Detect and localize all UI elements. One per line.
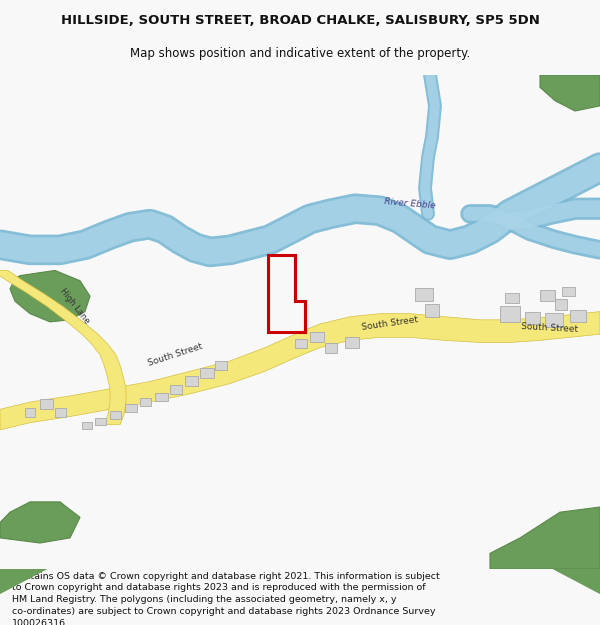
Polygon shape <box>505 293 519 303</box>
Polygon shape <box>170 384 182 394</box>
Polygon shape <box>185 376 198 386</box>
Text: HILLSIDE, SOUTH STREET, BROAD CHALKE, SALISBURY, SP5 5DN: HILLSIDE, SOUTH STREET, BROAD CHALKE, SA… <box>61 14 539 28</box>
Polygon shape <box>490 507 600 569</box>
Polygon shape <box>415 288 433 301</box>
Polygon shape <box>0 312 600 430</box>
Text: South Street: South Street <box>361 316 419 332</box>
Polygon shape <box>525 312 540 324</box>
Text: High Lane: High Lane <box>58 287 92 326</box>
Polygon shape <box>540 75 600 111</box>
Polygon shape <box>155 393 168 401</box>
Polygon shape <box>215 361 227 370</box>
Polygon shape <box>345 338 359 348</box>
Polygon shape <box>325 344 337 352</box>
Polygon shape <box>310 332 324 342</box>
Polygon shape <box>200 368 214 379</box>
Polygon shape <box>540 290 555 301</box>
Polygon shape <box>295 339 307 348</box>
Polygon shape <box>562 287 575 296</box>
Text: Map shows position and indicative extent of the property.: Map shows position and indicative extent… <box>130 48 470 61</box>
Polygon shape <box>125 404 137 412</box>
Polygon shape <box>95 418 106 425</box>
Polygon shape <box>555 299 567 309</box>
Text: South Street: South Street <box>521 322 578 334</box>
Polygon shape <box>500 306 520 322</box>
Polygon shape <box>55 408 66 416</box>
Polygon shape <box>0 569 48 594</box>
Polygon shape <box>0 271 126 425</box>
Polygon shape <box>545 312 563 327</box>
Text: South Street: South Street <box>146 342 203 368</box>
Polygon shape <box>40 399 53 409</box>
Polygon shape <box>10 271 90 322</box>
Polygon shape <box>425 304 439 317</box>
Text: Contains OS data © Crown copyright and database right 2021. This information is : Contains OS data © Crown copyright and d… <box>12 571 440 625</box>
Polygon shape <box>552 569 600 594</box>
Polygon shape <box>0 502 80 543</box>
Polygon shape <box>82 422 92 429</box>
Polygon shape <box>25 408 35 416</box>
Text: River Ebble: River Ebble <box>384 197 436 210</box>
Polygon shape <box>140 398 151 406</box>
Polygon shape <box>110 411 121 419</box>
Polygon shape <box>570 309 586 322</box>
